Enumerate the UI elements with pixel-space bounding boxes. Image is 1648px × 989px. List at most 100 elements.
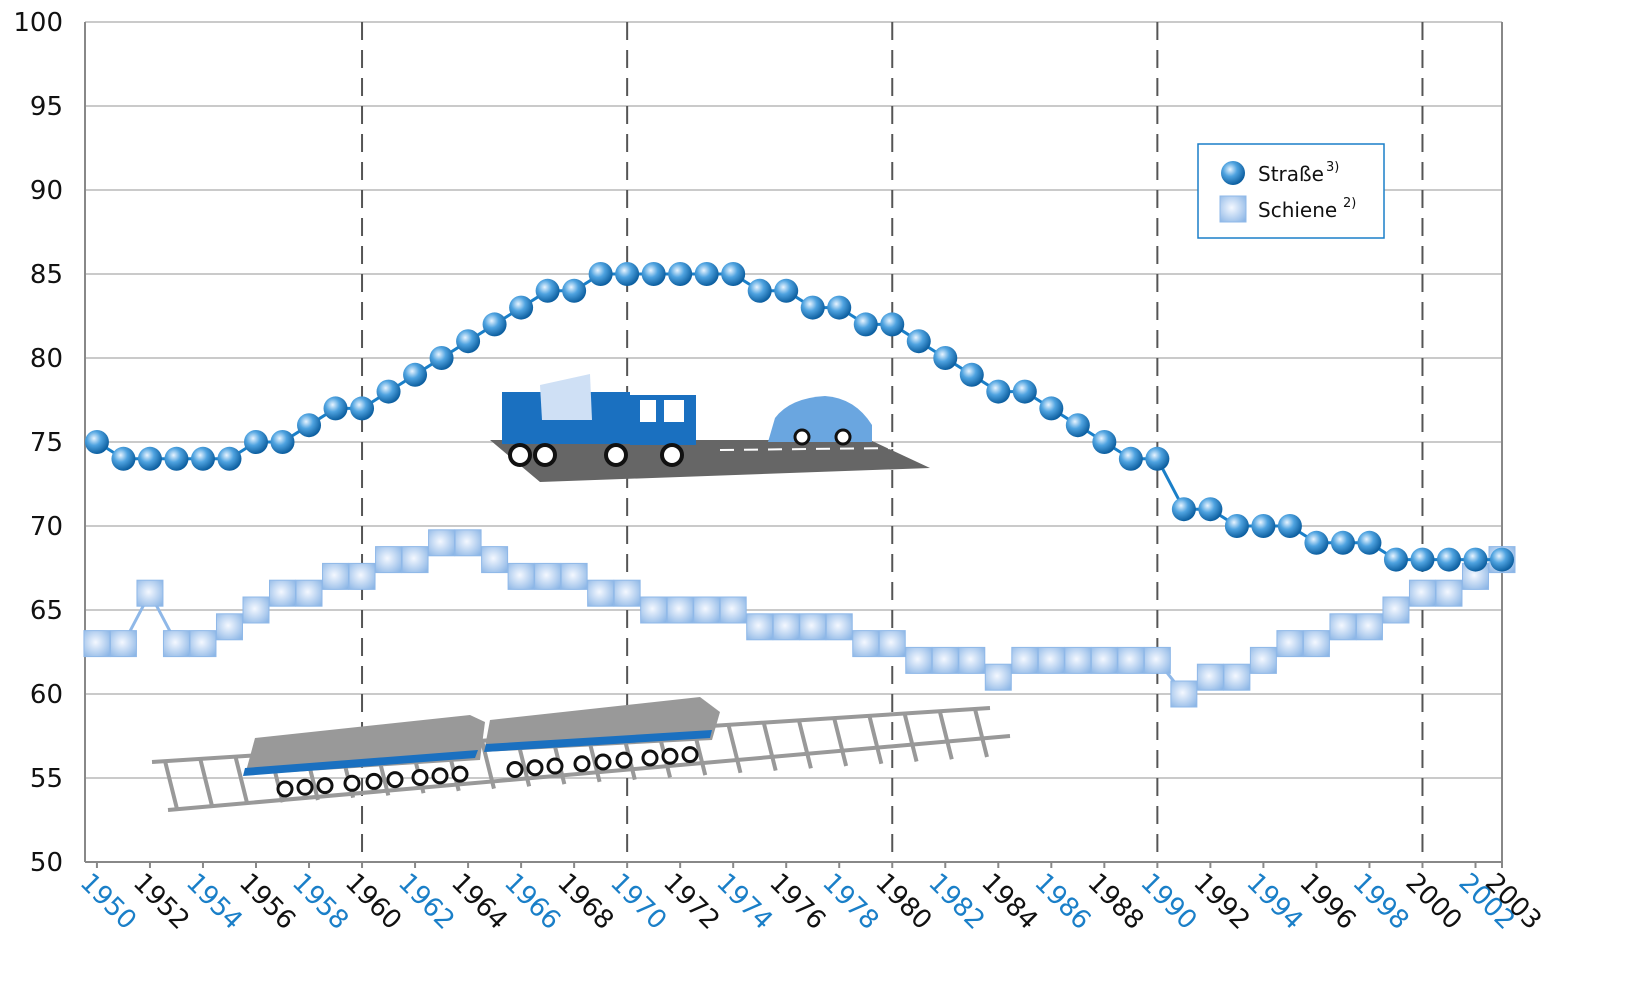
point	[401, 546, 429, 574]
point	[587, 579, 615, 607]
x-tick-label: 1964	[445, 868, 513, 936]
point	[1304, 530, 1329, 555]
x-tick-label: 1956	[233, 868, 301, 936]
point	[1011, 646, 1039, 674]
x-tick-label: 1970	[604, 868, 672, 936]
x-tick-label: 1986	[1028, 868, 1096, 936]
point	[986, 379, 1011, 404]
point	[931, 646, 959, 674]
point	[852, 630, 880, 658]
wheel	[594, 753, 612, 771]
x-tick-label: 1988	[1081, 868, 1149, 936]
point	[217, 446, 242, 471]
point	[774, 278, 799, 303]
point	[1065, 413, 1090, 438]
point	[162, 630, 190, 658]
point	[1223, 663, 1251, 691]
x-tick-label: 1980	[869, 868, 937, 936]
x-tick-label: 1960	[339, 868, 407, 936]
point	[1251, 514, 1276, 538]
y-tick-label: 75	[30, 428, 63, 458]
x-tick-label: 1996	[1293, 868, 1361, 936]
point	[535, 278, 560, 303]
sleeper	[796, 719, 813, 769]
point	[984, 663, 1012, 691]
point	[1436, 547, 1461, 572]
wheel	[506, 760, 524, 778]
y-tick-label: 65	[30, 596, 63, 626]
point	[1277, 514, 1302, 538]
point	[668, 262, 693, 286]
x-tick-label: 2000	[1400, 868, 1468, 936]
point	[269, 579, 297, 607]
point	[959, 362, 984, 387]
point	[1145, 446, 1170, 471]
series	[84, 262, 1514, 572]
point	[1198, 497, 1223, 522]
wheel	[526, 759, 544, 777]
point	[1383, 547, 1408, 572]
point	[562, 278, 587, 303]
point	[1435, 579, 1463, 607]
point	[1357, 530, 1382, 555]
point	[84, 430, 109, 454]
x-tick-label: 1984	[975, 868, 1043, 936]
sleeper	[832, 717, 849, 767]
point	[721, 262, 746, 286]
wheel	[546, 757, 564, 775]
wheel	[276, 780, 294, 798]
point	[933, 346, 958, 370]
point	[111, 446, 136, 471]
point	[1276, 630, 1304, 658]
point	[189, 630, 217, 658]
x-tick-label: 1992	[1187, 868, 1255, 936]
point	[1219, 195, 1247, 223]
point	[322, 562, 350, 590]
x-tick-label: 1974	[710, 868, 778, 936]
point	[454, 529, 482, 557]
point	[800, 295, 825, 320]
point	[429, 346, 454, 370]
wheel	[573, 755, 591, 773]
point	[403, 362, 428, 387]
point	[1330, 530, 1355, 555]
point	[482, 312, 507, 337]
point	[880, 312, 905, 337]
point	[137, 446, 162, 471]
point	[1490, 547, 1514, 572]
point	[295, 579, 323, 607]
point	[1170, 680, 1198, 708]
point	[1171, 497, 1196, 522]
x-tick-label: 1990	[1134, 868, 1202, 936]
point	[1090, 646, 1118, 674]
point	[1064, 646, 1092, 674]
wheel	[316, 777, 334, 795]
y-tick-label: 100	[13, 8, 63, 38]
plot	[83, 262, 1516, 708]
point	[1355, 613, 1383, 641]
x-tick-label: 1972	[657, 868, 725, 936]
point	[242, 596, 270, 624]
point	[1408, 579, 1436, 607]
sleeper	[726, 724, 743, 774]
wheel	[365, 772, 383, 790]
point	[243, 430, 268, 454]
point	[588, 262, 613, 286]
point	[215, 613, 243, 641]
x-tick-label: 1954	[180, 868, 248, 936]
point	[641, 262, 666, 286]
wheel	[411, 769, 429, 787]
point	[1302, 630, 1330, 658]
legend-box	[1197, 143, 1385, 239]
point	[958, 646, 986, 674]
point	[827, 295, 852, 320]
x-tick-label: 1976	[763, 868, 831, 936]
x-tick-label: 1982	[922, 868, 990, 936]
point	[1012, 379, 1037, 404]
point	[560, 562, 588, 590]
point	[615, 262, 640, 286]
x-tick-label: 1950	[74, 868, 142, 936]
y-tick-label: 70	[30, 512, 63, 542]
sleeper	[761, 722, 778, 772]
wheel	[343, 774, 361, 792]
